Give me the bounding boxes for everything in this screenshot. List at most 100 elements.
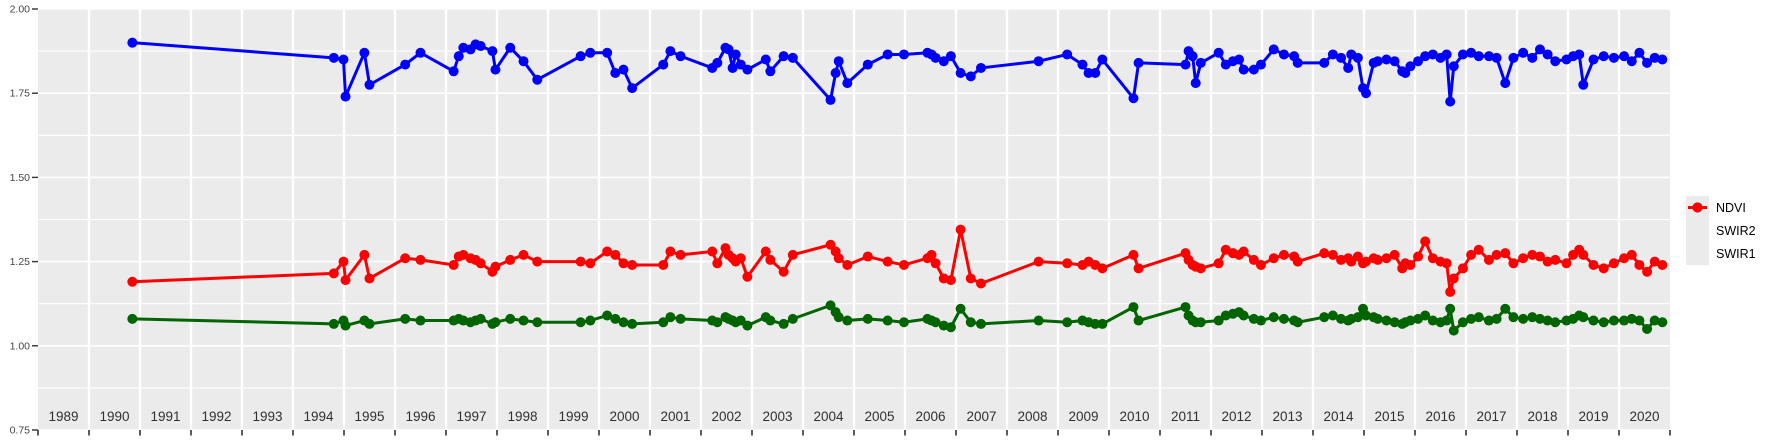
data-point-swir2 xyxy=(1133,315,1144,326)
data-point-swir2 xyxy=(1213,315,1224,326)
x-year-label: 2000 xyxy=(609,409,639,424)
data-point-swir2 xyxy=(1626,313,1637,324)
data-point-ndvi xyxy=(1500,78,1511,89)
data-point-ndvi xyxy=(364,79,375,90)
data-point-swir2 xyxy=(1352,312,1363,323)
data-point-swir1 xyxy=(765,254,776,265)
data-point-swir2 xyxy=(1372,313,1383,324)
data-point-ndvi xyxy=(1372,56,1383,67)
data-point-swir1 xyxy=(1319,248,1330,259)
data-point-swir2 xyxy=(955,303,966,314)
data-point-swir2 xyxy=(415,315,426,326)
data-point-ndvi xyxy=(1190,78,1201,89)
data-point-ndvi xyxy=(1598,51,1609,62)
data-point-ndvi xyxy=(1405,61,1416,72)
data-point-ndvi xyxy=(975,62,986,73)
data-point-ndvi xyxy=(1634,47,1645,58)
legend-key-swir2 xyxy=(1686,202,1709,242)
data-point-swir2 xyxy=(712,317,723,328)
data-point-swir1 xyxy=(1445,286,1456,297)
data-point-swir2 xyxy=(518,315,529,326)
data-point-swir2 xyxy=(1292,317,1303,328)
data-point-swir1 xyxy=(585,258,596,269)
data-point-ndvi xyxy=(518,56,529,67)
data-point-swir1 xyxy=(1213,258,1224,269)
data-point-swir1 xyxy=(1642,266,1653,277)
data-point-swir2 xyxy=(1319,312,1330,323)
data-point-swir2 xyxy=(627,318,638,329)
data-point-swir2 xyxy=(787,313,798,324)
data-point-swir1 xyxy=(1268,253,1279,264)
data-point-swir1 xyxy=(1278,249,1289,260)
data-point-swir2 xyxy=(532,317,543,328)
data-point-swir1 xyxy=(505,254,516,265)
data-point-swir1 xyxy=(842,259,853,270)
data-point-swir2 xyxy=(1649,315,1660,326)
data-point-swir1 xyxy=(1634,259,1645,270)
x-year-label: 1999 xyxy=(558,409,588,424)
data-point-swir2 xyxy=(882,315,893,326)
data-point-ndvi xyxy=(1626,56,1637,67)
data-point-swir1 xyxy=(1097,263,1108,274)
data-point-swir1 xyxy=(760,246,771,257)
data-point-swir2 xyxy=(742,320,753,331)
data-point-swir1 xyxy=(778,266,789,277)
data-point-swir1 xyxy=(862,251,873,262)
data-point-ndvi xyxy=(1352,52,1363,63)
data-point-swir1 xyxy=(1448,273,1459,284)
data-point-swir1 xyxy=(1508,258,1519,269)
data-point-swir2 xyxy=(618,317,629,328)
data-point-swir1 xyxy=(1457,263,1468,274)
data-point-ndvi xyxy=(1608,52,1619,63)
data-point-swir1 xyxy=(735,253,746,264)
x-year-label: 1997 xyxy=(456,409,486,424)
data-point-swir2 xyxy=(490,317,501,328)
data-point-ndvi xyxy=(475,41,486,52)
x-year-label: 1995 xyxy=(354,409,384,424)
data-point-swir2 xyxy=(930,317,941,328)
y-tick-label: 1.00 xyxy=(10,340,31,352)
data-point-ndvi xyxy=(1427,49,1438,60)
data-point-swir1 xyxy=(532,256,543,267)
data-point-swir2 xyxy=(862,313,873,324)
data-point-swir1 xyxy=(1381,253,1392,264)
x-year-label: 2020 xyxy=(1629,409,1659,424)
data-point-ndvi xyxy=(1343,62,1354,73)
data-point-swir2 xyxy=(1195,317,1206,328)
data-point-swir2 xyxy=(1550,317,1561,328)
data-point-swir2 xyxy=(1278,313,1289,324)
data-point-ndvi xyxy=(1336,52,1347,63)
data-point-swir1 xyxy=(1292,256,1303,267)
data-point-ndvi xyxy=(945,51,956,62)
data-point-ndvi xyxy=(1389,56,1400,67)
data-point-swir2 xyxy=(1527,312,1538,323)
data-point-ndvi xyxy=(602,47,613,58)
data-point-ndvi xyxy=(1466,47,1477,58)
y-tick-label: 1.25 xyxy=(10,256,31,268)
data-point-ndvi xyxy=(1542,49,1553,60)
data-point-ndvi xyxy=(1090,67,1101,78)
data-point-ndvi xyxy=(1033,56,1044,67)
data-point-swir2 xyxy=(1238,310,1249,321)
data-point-swir1 xyxy=(1619,253,1630,264)
data-point-swir2 xyxy=(1466,313,1477,324)
data-point-swir1 xyxy=(1527,249,1538,260)
data-point-swir2 xyxy=(505,313,516,324)
data-point-ndvi xyxy=(1457,49,1468,60)
data-point-ndvi xyxy=(448,66,459,77)
x-year-label: 2017 xyxy=(1476,409,1506,424)
data-point-swir1 xyxy=(665,246,676,257)
data-point-swir2 xyxy=(1381,315,1392,326)
data-point-swir1 xyxy=(1372,254,1383,265)
data-point-ndvi xyxy=(1319,57,1330,68)
data-point-swir2 xyxy=(328,318,339,329)
data-point-swir1 xyxy=(1441,258,1452,269)
data-point-swir1 xyxy=(1238,246,1249,257)
x-year-label: 2018 xyxy=(1527,409,1557,424)
data-point-swir1 xyxy=(340,275,351,286)
data-point-ndvi xyxy=(1097,54,1108,65)
data-point-swir2 xyxy=(1598,317,1609,328)
x-year-label: 1992 xyxy=(201,409,231,424)
data-point-swir2 xyxy=(340,320,351,331)
data-point-swir2 xyxy=(1508,312,1519,323)
